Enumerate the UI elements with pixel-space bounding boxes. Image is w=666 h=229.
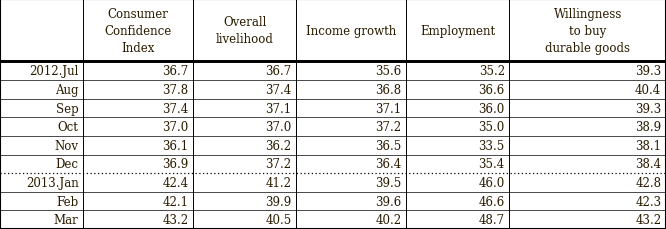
Text: 43.2: 43.2	[635, 213, 661, 226]
Text: 37.1: 37.1	[266, 102, 292, 115]
Text: 2012.Jul: 2012.Jul	[29, 65, 79, 78]
Text: 36.7: 36.7	[163, 65, 188, 78]
Text: 39.6: 39.6	[376, 195, 402, 208]
Text: 33.5: 33.5	[479, 139, 505, 152]
Text: 35.4: 35.4	[479, 158, 505, 171]
Text: 37.1: 37.1	[376, 102, 402, 115]
Text: 42.8: 42.8	[635, 176, 661, 189]
Text: 36.4: 36.4	[376, 158, 402, 171]
Text: 38.4: 38.4	[635, 158, 661, 171]
Text: Consumer
Confidence
Index: Consumer Confidence Index	[105, 8, 172, 55]
Text: 41.2: 41.2	[266, 176, 292, 189]
Text: 36.2: 36.2	[266, 139, 292, 152]
Text: 42.3: 42.3	[635, 195, 661, 208]
Text: Oct: Oct	[58, 121, 79, 134]
Text: 38.1: 38.1	[635, 139, 661, 152]
Text: 38.9: 38.9	[635, 121, 661, 134]
Text: 39.3: 39.3	[635, 65, 661, 78]
Text: Sep: Sep	[56, 102, 79, 115]
Text: 40.4: 40.4	[635, 84, 661, 97]
Text: Nov: Nov	[55, 139, 79, 152]
Text: 36.6: 36.6	[479, 84, 505, 97]
Text: 39.3: 39.3	[635, 102, 661, 115]
Text: 35.0: 35.0	[479, 121, 505, 134]
Text: Overall
livelihood: Overall livelihood	[216, 16, 274, 46]
Text: 48.7: 48.7	[479, 213, 505, 226]
Text: 36.9: 36.9	[163, 158, 188, 171]
Text: 37.8: 37.8	[163, 84, 188, 97]
Text: 36.8: 36.8	[376, 84, 402, 97]
Text: 2013.Jan: 2013.Jan	[26, 176, 79, 189]
Text: 40.5: 40.5	[266, 213, 292, 226]
Text: 42.1: 42.1	[163, 195, 188, 208]
Text: 35.6: 35.6	[376, 65, 402, 78]
Text: Feb: Feb	[57, 195, 79, 208]
Text: 37.0: 37.0	[266, 121, 292, 134]
Text: 37.2: 37.2	[266, 158, 292, 171]
Text: 36.7: 36.7	[266, 65, 292, 78]
Text: 42.4: 42.4	[163, 176, 188, 189]
Text: Willingness
to buy
durable goods: Willingness to buy durable goods	[545, 8, 630, 55]
Text: 37.0: 37.0	[163, 121, 188, 134]
Text: 36.0: 36.0	[479, 102, 505, 115]
Text: 46.6: 46.6	[479, 195, 505, 208]
Text: Dec: Dec	[55, 158, 79, 171]
Text: 39.9: 39.9	[266, 195, 292, 208]
Text: 37.4: 37.4	[266, 84, 292, 97]
Text: 39.5: 39.5	[376, 176, 402, 189]
Text: Income growth: Income growth	[306, 25, 396, 38]
Text: Employment: Employment	[420, 25, 496, 38]
Text: 37.2: 37.2	[376, 121, 402, 134]
Text: 46.0: 46.0	[479, 176, 505, 189]
Text: 37.4: 37.4	[163, 102, 188, 115]
Text: Mar: Mar	[54, 213, 79, 226]
Text: 40.2: 40.2	[376, 213, 402, 226]
Text: Aug: Aug	[55, 84, 79, 97]
Text: 36.1: 36.1	[163, 139, 188, 152]
Text: 35.2: 35.2	[479, 65, 505, 78]
Text: 43.2: 43.2	[163, 213, 188, 226]
Text: 36.5: 36.5	[376, 139, 402, 152]
